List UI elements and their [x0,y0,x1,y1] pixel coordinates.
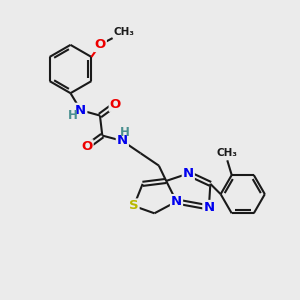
Text: O: O [94,38,106,51]
Text: H: H [120,126,130,139]
Text: N: N [75,104,86,117]
Text: N: N [171,195,182,208]
Text: O: O [110,98,121,111]
Text: H: H [68,109,77,122]
Text: CH₃: CH₃ [217,148,238,158]
Text: S: S [129,200,139,212]
Text: N: N [203,201,214,214]
Text: CH₃: CH₃ [113,27,134,37]
Text: O: O [81,140,93,153]
Text: N: N [183,167,194,180]
Text: N: N [117,134,128,147]
